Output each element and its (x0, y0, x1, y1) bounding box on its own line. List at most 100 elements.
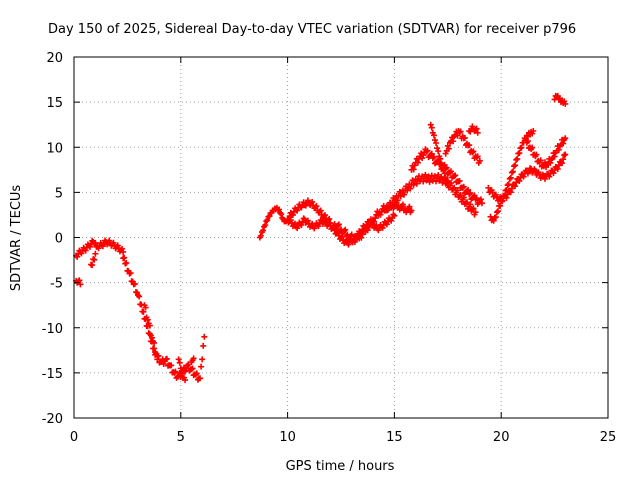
data-point (547, 159, 554, 166)
data-point (464, 199, 471, 206)
data-point (509, 168, 516, 175)
data-point (452, 172, 459, 179)
x-tick-label: 0 (70, 430, 78, 445)
y-axis-title: SDTVAR / TECUs (9, 185, 24, 292)
data-point (511, 163, 518, 170)
data-track (551, 92, 569, 107)
data-point (437, 155, 444, 162)
data-point (562, 100, 569, 107)
data-point (546, 173, 553, 180)
data-point (419, 155, 426, 162)
data-point (263, 218, 270, 225)
data-point (513, 156, 520, 163)
data-point (298, 222, 305, 228)
data-track (73, 237, 127, 260)
data-point (92, 239, 99, 246)
data-point (99, 243, 106, 250)
x-axis-title: GPS time / hours (286, 459, 395, 474)
data-point (504, 191, 511, 198)
data-point (277, 209, 284, 216)
data-point (78, 250, 85, 257)
data-track (485, 151, 569, 205)
data-track (487, 128, 537, 224)
data-point (278, 211, 285, 218)
data-point (435, 148, 442, 155)
data-point (460, 194, 467, 201)
data-point (433, 140, 440, 147)
data-point (394, 197, 401, 204)
data-point (517, 174, 524, 181)
data-point (459, 184, 466, 191)
data-point (420, 152, 427, 159)
data-point (559, 160, 566, 167)
data-point (358, 234, 365, 241)
data-point (428, 150, 435, 157)
data-point (429, 155, 436, 162)
data-point (390, 211, 397, 218)
data-point (485, 184, 492, 191)
data-point (82, 247, 89, 254)
data-point (404, 187, 411, 194)
data-point (507, 189, 514, 196)
data-point (427, 121, 434, 128)
data-point (120, 248, 127, 255)
data-point (434, 145, 441, 152)
data-point (550, 170, 557, 177)
data-point (176, 359, 183, 366)
data-point (562, 135, 569, 142)
data-point (430, 153, 437, 160)
data-point (185, 361, 192, 368)
data-point (424, 147, 431, 154)
data-point (439, 163, 446, 170)
y-tick-label: -5 (50, 277, 63, 292)
y-tick-label: 0 (55, 232, 63, 247)
data-point (190, 355, 197, 362)
y-tick-label: 10 (46, 141, 63, 156)
data-point (474, 129, 481, 136)
data-point (177, 365, 184, 372)
data-point (140, 308, 147, 315)
data-point (456, 129, 463, 136)
data-point (562, 151, 569, 158)
data-point (91, 256, 98, 263)
data-point (315, 223, 322, 230)
data-point (309, 198, 316, 205)
data-point (175, 356, 182, 363)
data-point (450, 185, 457, 192)
y-tick-label: -10 (42, 322, 63, 337)
data-track (88, 250, 99, 269)
data-point (434, 158, 441, 165)
data-point (287, 216, 294, 223)
data-point (313, 203, 320, 210)
data-point (490, 217, 497, 224)
data-point (430, 132, 437, 139)
data-point (148, 334, 155, 341)
data-point (494, 208, 501, 215)
data-point (411, 162, 418, 169)
data-point (423, 148, 430, 155)
data-point (289, 211, 296, 218)
data-point (560, 156, 567, 163)
data-point (456, 192, 463, 199)
data-point (399, 201, 406, 208)
grid-lines (74, 57, 608, 418)
data-point (461, 134, 468, 141)
data-point (155, 352, 162, 359)
data-point (163, 355, 170, 362)
data-point (151, 339, 158, 346)
data-point (264, 217, 271, 224)
data-point (520, 173, 527, 180)
data-point (407, 185, 414, 192)
data-point (383, 221, 390, 228)
data-points (73, 92, 569, 384)
data-point (410, 181, 417, 188)
data-point (504, 182, 511, 189)
data-point (551, 153, 558, 160)
data-point (469, 149, 476, 156)
data-point (516, 150, 523, 157)
data-point (460, 183, 467, 190)
data-point (371, 218, 378, 225)
data-point (388, 203, 395, 210)
data-point (555, 146, 562, 153)
data-point (473, 195, 480, 202)
